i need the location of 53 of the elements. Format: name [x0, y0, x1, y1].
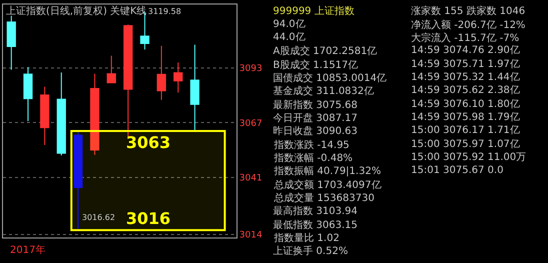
- text: 14:59 3075.98 1.79亿: [411, 112, 520, 123]
- text: 指数涨跌 -14.95: [273, 139, 350, 151]
- y-tick-label: 3093: [239, 64, 262, 74]
- candlestick: [106, 55, 116, 84]
- text: 14:59 3075.32 1.44亿: [411, 72, 520, 83]
- text: 国债成交 10853.0014亿: [273, 72, 387, 84]
- text: 15:00 3075.97 1.07亿: [411, 139, 520, 150]
- text: 今日开盘 3087.17: [273, 112, 358, 124]
- text: 14:59 3075.71 1.97亿: [411, 59, 520, 70]
- candlestick: [156, 45, 166, 100]
- candlestick: [6, 15, 16, 70]
- candlestick: [190, 44, 200, 132]
- text: 总成交量 153683730: [273, 192, 374, 204]
- text: 14:59 3074.76 2.90亿: [411, 45, 520, 56]
- text: 大宗流入 -115.7亿 -7%: [411, 32, 520, 44]
- text: 2017年: [10, 244, 46, 256]
- y-tick-label: 3041: [239, 174, 262, 184]
- candlestick: [124, 24, 133, 138]
- text: 总成交额 1703.4097亿: [273, 179, 382, 191]
- candlestick: [23, 66, 33, 122]
- text: 上证换手 0.52%: [273, 245, 348, 257]
- text: 94.0亿: [273, 19, 306, 30]
- text: 昨日收盘 3090.63: [273, 125, 358, 137]
- text: 44.0亿: [273, 32, 306, 43]
- candlestick: [40, 86, 50, 146]
- text: B股成交 1.1517亿: [273, 59, 358, 71]
- text: 指数量比 1.02: [273, 232, 340, 244]
- text: 指数涨幅 -0.48%: [273, 152, 353, 164]
- candlestick: [90, 73, 100, 156]
- y-tick-label: 3014: [239, 230, 262, 241]
- chart-title: 上证指数(日线,前复权) 关键K线: [6, 5, 147, 17]
- annotation: 3119.58: [148, 7, 182, 16]
- text: 最高指数 3103.94: [273, 205, 358, 217]
- text: 涨家数 155 跌家数 1046: [411, 5, 526, 17]
- text: 基金成交 311.0832亿: [273, 85, 374, 97]
- text: 最低指数 3063.15: [273, 219, 358, 231]
- text: 最新指数 3075.68: [273, 99, 358, 111]
- text: A股成交 1702.2581亿: [273, 45, 378, 57]
- text: 999999 上证指数: [273, 5, 354, 17]
- text: 15:00 3076.17 1.71亿: [411, 125, 520, 136]
- candlestick: [56, 72, 66, 156]
- annotation: 3016.62: [82, 213, 116, 222]
- text: 指数振幅 40.79|1.32%: [273, 165, 381, 177]
- text: 14:59 3075.62 2.38亿: [411, 85, 520, 96]
- text: 净流入额 -206.7亿 -12%: [411, 19, 526, 31]
- annotation: 3016: [126, 209, 171, 228]
- candlestick: [174, 62, 183, 94]
- candlestick: [73, 130, 83, 230]
- text: 15:01 3075.67 0.0: [411, 165, 504, 176]
- annotation: 3063: [126, 133, 171, 152]
- text: 15:00 3075.92 11.00万: [411, 152, 526, 163]
- text: 14:59 3076.10 1.80亿: [411, 99, 520, 110]
- y-tick-label: 3067: [239, 118, 262, 129]
